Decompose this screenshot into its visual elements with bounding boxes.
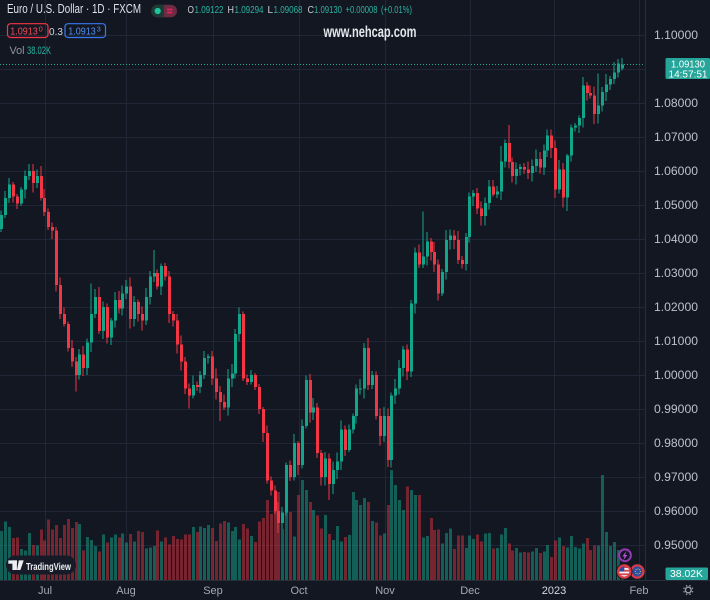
svg-text:1.01000: 1.01000 — [654, 336, 698, 348]
svg-text:Aug: Aug — [116, 585, 136, 597]
svg-text:38.02K: 38.02K — [670, 569, 703, 580]
svg-text:Nov: Nov — [375, 585, 395, 597]
svg-text:TradingView: TradingView — [26, 561, 72, 573]
svg-text:1.07000: 1.07000 — [654, 132, 698, 144]
svg-text:(+0.01%): (+0.01%) — [381, 5, 412, 16]
svg-text:0.97000: 0.97000 — [654, 472, 698, 484]
svg-text:1.06000: 1.06000 — [654, 166, 698, 178]
svg-text:2023: 2023 — [542, 585, 566, 597]
svg-text:Vol: Vol — [10, 45, 25, 57]
svg-text:1.00000: 1.00000 — [654, 370, 698, 382]
svg-text:0.95000: 0.95000 — [654, 540, 698, 552]
svg-text:1.09068: 1.09068 — [274, 5, 303, 16]
svg-text:Dec: Dec — [460, 585, 480, 597]
svg-text:1.0913: 1.0913 — [68, 26, 96, 38]
svg-text:1.03000: 1.03000 — [654, 268, 698, 280]
svg-text:1.02000: 1.02000 — [654, 302, 698, 314]
svg-text:Feb: Feb — [630, 585, 649, 597]
svg-text:www.nehcap.com: www.nehcap.com — [323, 24, 417, 41]
svg-text:1.08000: 1.08000 — [654, 98, 698, 110]
svg-text:1.09130: 1.09130 — [314, 5, 342, 16]
svg-text:Oct: Oct — [290, 585, 307, 597]
svg-text:1.10000: 1.10000 — [654, 30, 698, 42]
svg-text:C: C — [308, 5, 315, 16]
svg-text:H: H — [228, 5, 235, 16]
svg-text:Jul: Jul — [38, 585, 52, 597]
svg-text:1.09294: 1.09294 — [235, 5, 264, 16]
svg-text:L: L — [268, 5, 274, 16]
svg-text:0: 0 — [39, 24, 43, 33]
svg-text:1.05000: 1.05000 — [654, 200, 698, 212]
svg-text:Euro / U.S. Dollar · 1D · FXCM: Euro / U.S. Dollar · 1D · FXCM — [7, 2, 141, 16]
svg-text:1.09122: 1.09122 — [195, 5, 224, 16]
svg-text:1.09130: 1.09130 — [671, 60, 705, 71]
svg-text:1.0913: 1.0913 — [10, 26, 38, 38]
svg-text:O: O — [188, 5, 195, 16]
svg-text:1.04000: 1.04000 — [654, 234, 698, 246]
svg-text:0.96000: 0.96000 — [654, 506, 698, 518]
svg-text:Sep: Sep — [203, 585, 223, 597]
svg-text:0.3: 0.3 — [49, 27, 63, 38]
svg-text:0.99000: 0.99000 — [654, 404, 698, 416]
svg-text:38.02K: 38.02K — [27, 45, 51, 57]
svg-text:3: 3 — [97, 24, 101, 33]
svg-text:14:57:51: 14:57:51 — [669, 70, 708, 81]
svg-text:0.98000: 0.98000 — [654, 438, 698, 450]
svg-text:+0.00008: +0.00008 — [346, 5, 378, 16]
